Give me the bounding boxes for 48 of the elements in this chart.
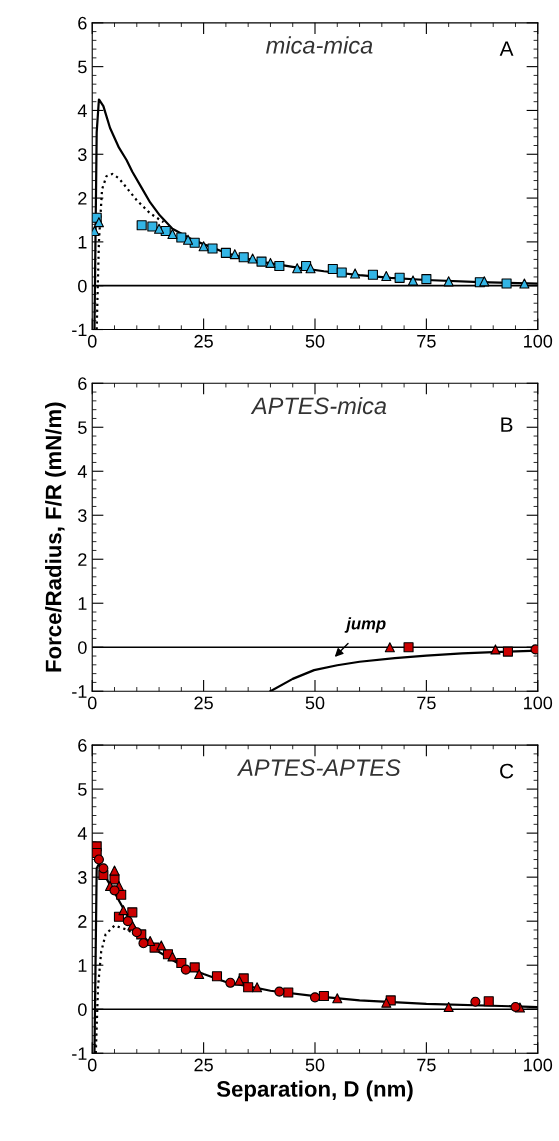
y-tick-label: -1 xyxy=(72,1047,87,1060)
y-tick-label: 5 xyxy=(78,421,87,434)
y-tick-label: -1 xyxy=(72,323,87,337)
y-tick-label: 2 xyxy=(78,553,87,566)
x-tick-label: 0 xyxy=(87,1058,97,1072)
annotation: jump xyxy=(344,617,386,633)
y-tick-label: 6 xyxy=(78,16,87,30)
x-tick-label: 75 xyxy=(417,696,436,710)
y-tick-label: 5 xyxy=(78,783,87,796)
y-tick-label: -1 xyxy=(72,685,87,698)
y-tick-label: 0 xyxy=(78,279,87,293)
x-tick-label: 25 xyxy=(194,1058,213,1072)
x-tick-label: 0 xyxy=(87,696,97,710)
x-tick-label: 100 xyxy=(524,696,553,710)
x-tick-label: 50 xyxy=(305,1058,325,1072)
x-tick-label: 0 xyxy=(87,334,97,348)
y-tick-label: 4 xyxy=(77,104,87,117)
y-tick-label: 0 xyxy=(78,1003,87,1016)
chart-title: APTES-mica xyxy=(250,396,387,415)
annotation: A xyxy=(499,41,514,56)
chart-title: APTES-APTES xyxy=(236,759,401,777)
y-tick-label: 1 xyxy=(78,597,87,610)
y-tick-label: 1 xyxy=(78,236,87,249)
y-tick-label: 2 xyxy=(78,192,87,205)
x-tick-label: 100 xyxy=(524,1058,553,1072)
y-tick-label: 5 xyxy=(78,60,87,74)
y-tick-label: 6 xyxy=(78,739,87,752)
x-axis-title: Separation, D (nm) xyxy=(216,1080,413,1102)
x-tick-label: 75 xyxy=(417,1058,436,1072)
x-tick-label: 50 xyxy=(305,334,325,348)
x-tick-label: 75 xyxy=(417,335,436,348)
y-tick-label: 2 xyxy=(78,915,87,928)
y-tick-label: 0 xyxy=(78,641,87,654)
chart-title: mica-mica xyxy=(266,36,373,54)
y-tick-label: 1 xyxy=(78,959,87,972)
x-tick-label: 50 xyxy=(305,696,325,710)
y-tick-label: 3 xyxy=(78,871,87,884)
y-tick-label: 6 xyxy=(78,377,87,390)
y-tick-label: 3 xyxy=(78,148,87,161)
x-tick-label: 100 xyxy=(524,334,553,348)
y-tick-label: 4 xyxy=(77,827,87,840)
y-tick-label: 4 xyxy=(77,465,87,478)
annotation: B xyxy=(501,417,513,432)
annotation: C xyxy=(500,763,514,779)
y-tick-label: 3 xyxy=(78,509,87,522)
y-axis-title: Force/Radius, F/R (mN/m) xyxy=(45,402,66,672)
x-tick-label: 25 xyxy=(194,696,213,710)
x-tick-label: 25 xyxy=(194,334,213,348)
